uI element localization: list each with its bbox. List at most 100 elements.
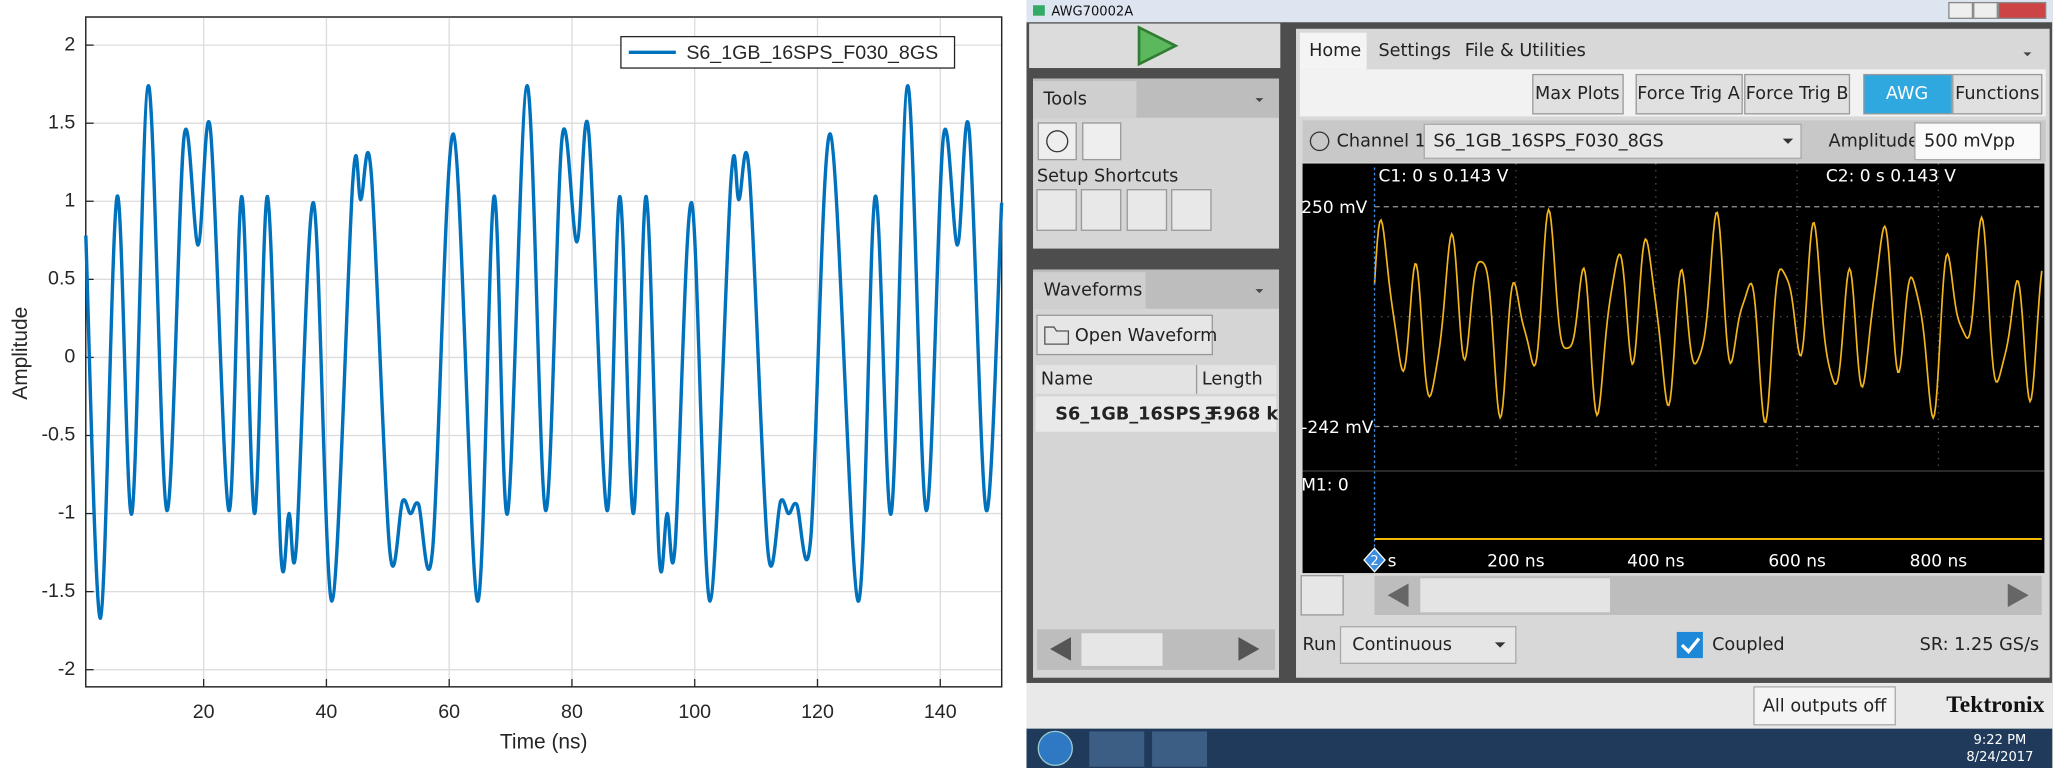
setup-shortcuts: Setup Shortcuts: [1037, 167, 1178, 187]
amplitude-input[interactable]: [1914, 122, 2042, 161]
help-icon: [1046, 130, 1069, 153]
collapse-arrow[interactable]: [2023, 52, 2032, 57]
home-tab[interactable]: [1299, 32, 1367, 70]
help-button[interactable]: [1037, 122, 1077, 161]
run-select[interactable]: [1339, 626, 1517, 664]
force-trig-b[interactable]: Force Trig B: [1746, 84, 1849, 104]
x-tick-label: 120: [801, 701, 834, 723]
waveform-name: S6_1GB_16SPS_F030_8GS: [1433, 131, 1663, 151]
channel-label: Channel 1: [1337, 131, 1426, 151]
scroll-thumb[interactable]: [1081, 633, 1163, 666]
all-outputs-off: All outputs off: [1763, 697, 1887, 717]
x-tick-label: 100: [678, 701, 711, 723]
time-label: s: [1388, 551, 1397, 571]
awg-button[interactable]: AWG: [1886, 84, 1928, 104]
max-plots[interactable]: Max Plots: [1535, 84, 1620, 104]
clock-time: 9:22 PM: [1974, 733, 2027, 748]
shortcut-save[interactable]: [1171, 189, 1212, 231]
button-bg[interactable]: [1744, 73, 1851, 115]
clock-date: 8/24/2017: [1966, 750, 2033, 765]
plot-area: [85, 16, 1003, 688]
waveform-select[interactable]: [1423, 123, 1802, 159]
all-outputs-button[interactable]: [1753, 686, 1896, 726]
button-bg[interactable]: [1952, 73, 2043, 115]
taskbar-app[interactable]: [1089, 731, 1145, 767]
start-button[interactable]: [1037, 730, 1073, 767]
status-bar: [1026, 682, 2053, 729]
ribbon-buttons: [1532, 73, 2043, 115]
taskbar-explorer[interactable]: [1152, 731, 1208, 767]
collapse-arrow[interactable]: [1255, 98, 1264, 103]
cursor1: C1: 0 s 0.143 V: [1378, 167, 1508, 187]
tools-title: Tools: [1043, 89, 1088, 109]
shortcut-reset[interactable]: [1036, 189, 1077, 231]
restore[interactable]: [1973, 1, 1998, 19]
amplitude-label: Amplitude: [1829, 131, 1919, 151]
legend-label: S6_1GB_16SPS_F030_8GS: [686, 42, 938, 64]
plot-area: [85, 16, 1003, 688]
time-label: 400 ns: [1627, 551, 1685, 571]
tab[interactable]: Home: [1309, 41, 1361, 61]
line-series: [84, 84, 1004, 620]
marker-index: 2: [1370, 554, 1378, 569]
top-level: 250 mV: [1301, 198, 1367, 218]
zoom-button[interactable]: [1300, 575, 1344, 616]
y-axis-label: Amplitude: [9, 307, 32, 400]
shortcut-back[interactable]: [1080, 189, 1122, 231]
y-tick-label: 0.5: [48, 268, 75, 290]
y-tick-label: -1.5: [42, 580, 76, 602]
app-icon: [1033, 5, 1045, 16]
tab[interactable]: Settings: [1378, 41, 1450, 61]
cursor2: C2: 0 s 0.143 V: [1826, 167, 1956, 187]
tab[interactable]: File & Utilities: [1465, 41, 1586, 61]
dropdown-arrow: [1494, 642, 1506, 648]
force-trig-a[interactable]: Force Trig A: [1637, 84, 1740, 104]
waveform-row[interactable]: [1035, 396, 1277, 432]
sample-rate: SR: 1.25 GS/s: [1920, 635, 2039, 655]
coupled: Coupled: [1712, 635, 1785, 655]
open-waveform-button[interactable]: [1036, 314, 1213, 356]
bottom-level: -242 mV: [1301, 418, 1374, 438]
y-tick-label: -1: [58, 502, 75, 524]
button-bg[interactable]: [1532, 73, 1624, 115]
scope-trace: [1373, 207, 2043, 424]
play-button[interactable]: [1137, 25, 1179, 67]
col-length: Length: [1202, 369, 1263, 389]
y-tick-label: 1.5: [48, 111, 75, 133]
shortcut-buttons: [1036, 189, 1212, 231]
check-mark: [1680, 637, 1701, 655]
waveforms-tab[interactable]: [1033, 272, 1146, 309]
y-tick-label: 2: [64, 33, 75, 55]
button-bg[interactable]: [1863, 73, 1953, 115]
col-name: Name: [1041, 369, 1093, 389]
awg-app: AWG70002A Tools Setup Shortcuts Waveform…: [1026, 0, 2053, 768]
time-label: 800 ns: [1910, 551, 1968, 571]
layout-button[interactable]: [1082, 122, 1122, 161]
time-scroll-thumb[interactable]: [1420, 578, 1611, 613]
minimize[interactable]: [1948, 1, 1974, 19]
scope-grid: [1374, 163, 2045, 472]
shortcut-open[interactable]: [1126, 189, 1168, 231]
marker-diamond[interactable]: [1363, 547, 1386, 573]
functions[interactable]: Functions: [1955, 84, 2039, 104]
time-label: 600 ns: [1768, 551, 1826, 571]
x-tick-label: 60: [438, 701, 460, 723]
collapse-arrow[interactable]: [1255, 289, 1264, 294]
legend: S6_1GB_16SPS_F030_8GS: [620, 35, 956, 69]
waveforms-title: Waveforms: [1044, 280, 1143, 300]
x-tick-label: 80: [561, 701, 583, 723]
brand: Tektronix: [1946, 692, 2044, 718]
row-length: 3.968 k: [1204, 405, 1279, 425]
window-controls: [1948, 1, 2047, 19]
y-tick-label: -0.5: [42, 424, 76, 446]
close[interactable]: [1997, 1, 2047, 19]
legend-box: [620, 35, 956, 69]
y-tick-label: 1: [64, 189, 75, 211]
coupled-checkbox[interactable]: [1676, 631, 1703, 659]
marker-label: M1: 0: [1301, 475, 1348, 495]
button-bg[interactable]: [1635, 73, 1743, 115]
tools-tab[interactable]: [1033, 81, 1137, 118]
run-label: Run: [1303, 635, 1337, 655]
